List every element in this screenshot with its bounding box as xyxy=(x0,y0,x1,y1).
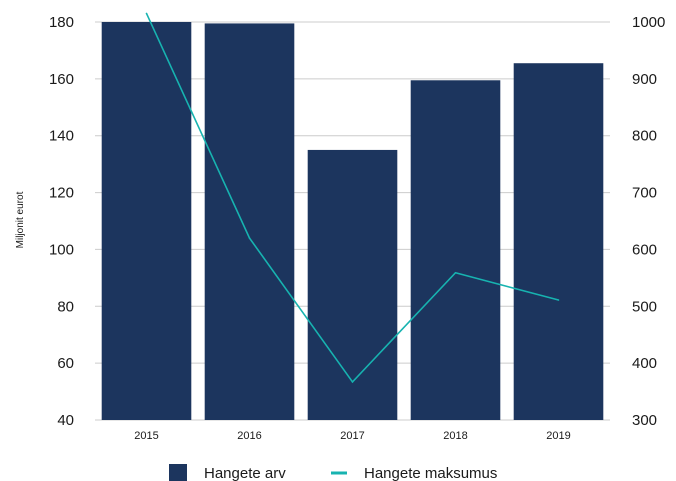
y-tick-label: 60 xyxy=(57,355,74,372)
line-point xyxy=(557,299,560,301)
y-tick-label: 140 xyxy=(49,128,74,145)
bar xyxy=(513,63,604,420)
legend-label-line: Hangete maksumus xyxy=(364,465,497,481)
y2-tick-label: 1000 xyxy=(632,14,665,31)
legend-label-bar: Hangete arv xyxy=(204,465,286,481)
y-axis-title: Miljonit eurot xyxy=(15,191,26,248)
bar xyxy=(101,22,192,420)
y2-tick-label: 600 xyxy=(632,241,657,258)
line-point xyxy=(454,271,457,274)
x-tick-label: 2018 xyxy=(443,430,467,442)
x-tick-label: 2017 xyxy=(340,430,364,442)
line-point xyxy=(351,381,354,383)
y2-tick-label: 300 xyxy=(632,412,657,429)
legend: Hangete arv Hangete maksumus xyxy=(169,464,497,481)
left-axis-ticks: 40 60 80 100 120 140 160 180 xyxy=(49,14,74,429)
x-tick-label: 2015 xyxy=(134,430,158,442)
y-tick-label: 100 xyxy=(49,241,74,258)
bar xyxy=(307,149,398,420)
y-tick-label: 80 xyxy=(57,298,74,315)
y-tick-label: 40 xyxy=(57,412,74,429)
bar xyxy=(204,23,295,421)
x-axis-ticks: 2015 2016 2017 2018 2019 xyxy=(134,430,570,442)
y2-tick-label: 500 xyxy=(632,298,657,315)
line-point xyxy=(248,237,251,239)
x-tick-label: 2016 xyxy=(237,430,261,442)
line-point xyxy=(145,12,148,15)
cost-line xyxy=(145,12,560,384)
y-tick-label: 120 xyxy=(49,185,74,202)
y-tick-label: 180 xyxy=(49,14,74,31)
y2-tick-label: 800 xyxy=(632,128,657,145)
y2-tick-label: 900 xyxy=(632,71,657,88)
y-tick-label: 160 xyxy=(49,71,74,88)
y2-tick-label: 400 xyxy=(632,355,657,372)
right-axis-ticks: 300 400 500 600 700 800 900 1000 xyxy=(632,14,665,429)
legend-swatch-bar xyxy=(169,464,187,481)
bar xyxy=(410,80,501,421)
y2-tick-label: 700 xyxy=(632,185,657,202)
x-tick-label: 2019 xyxy=(546,430,570,442)
bars xyxy=(101,22,604,421)
